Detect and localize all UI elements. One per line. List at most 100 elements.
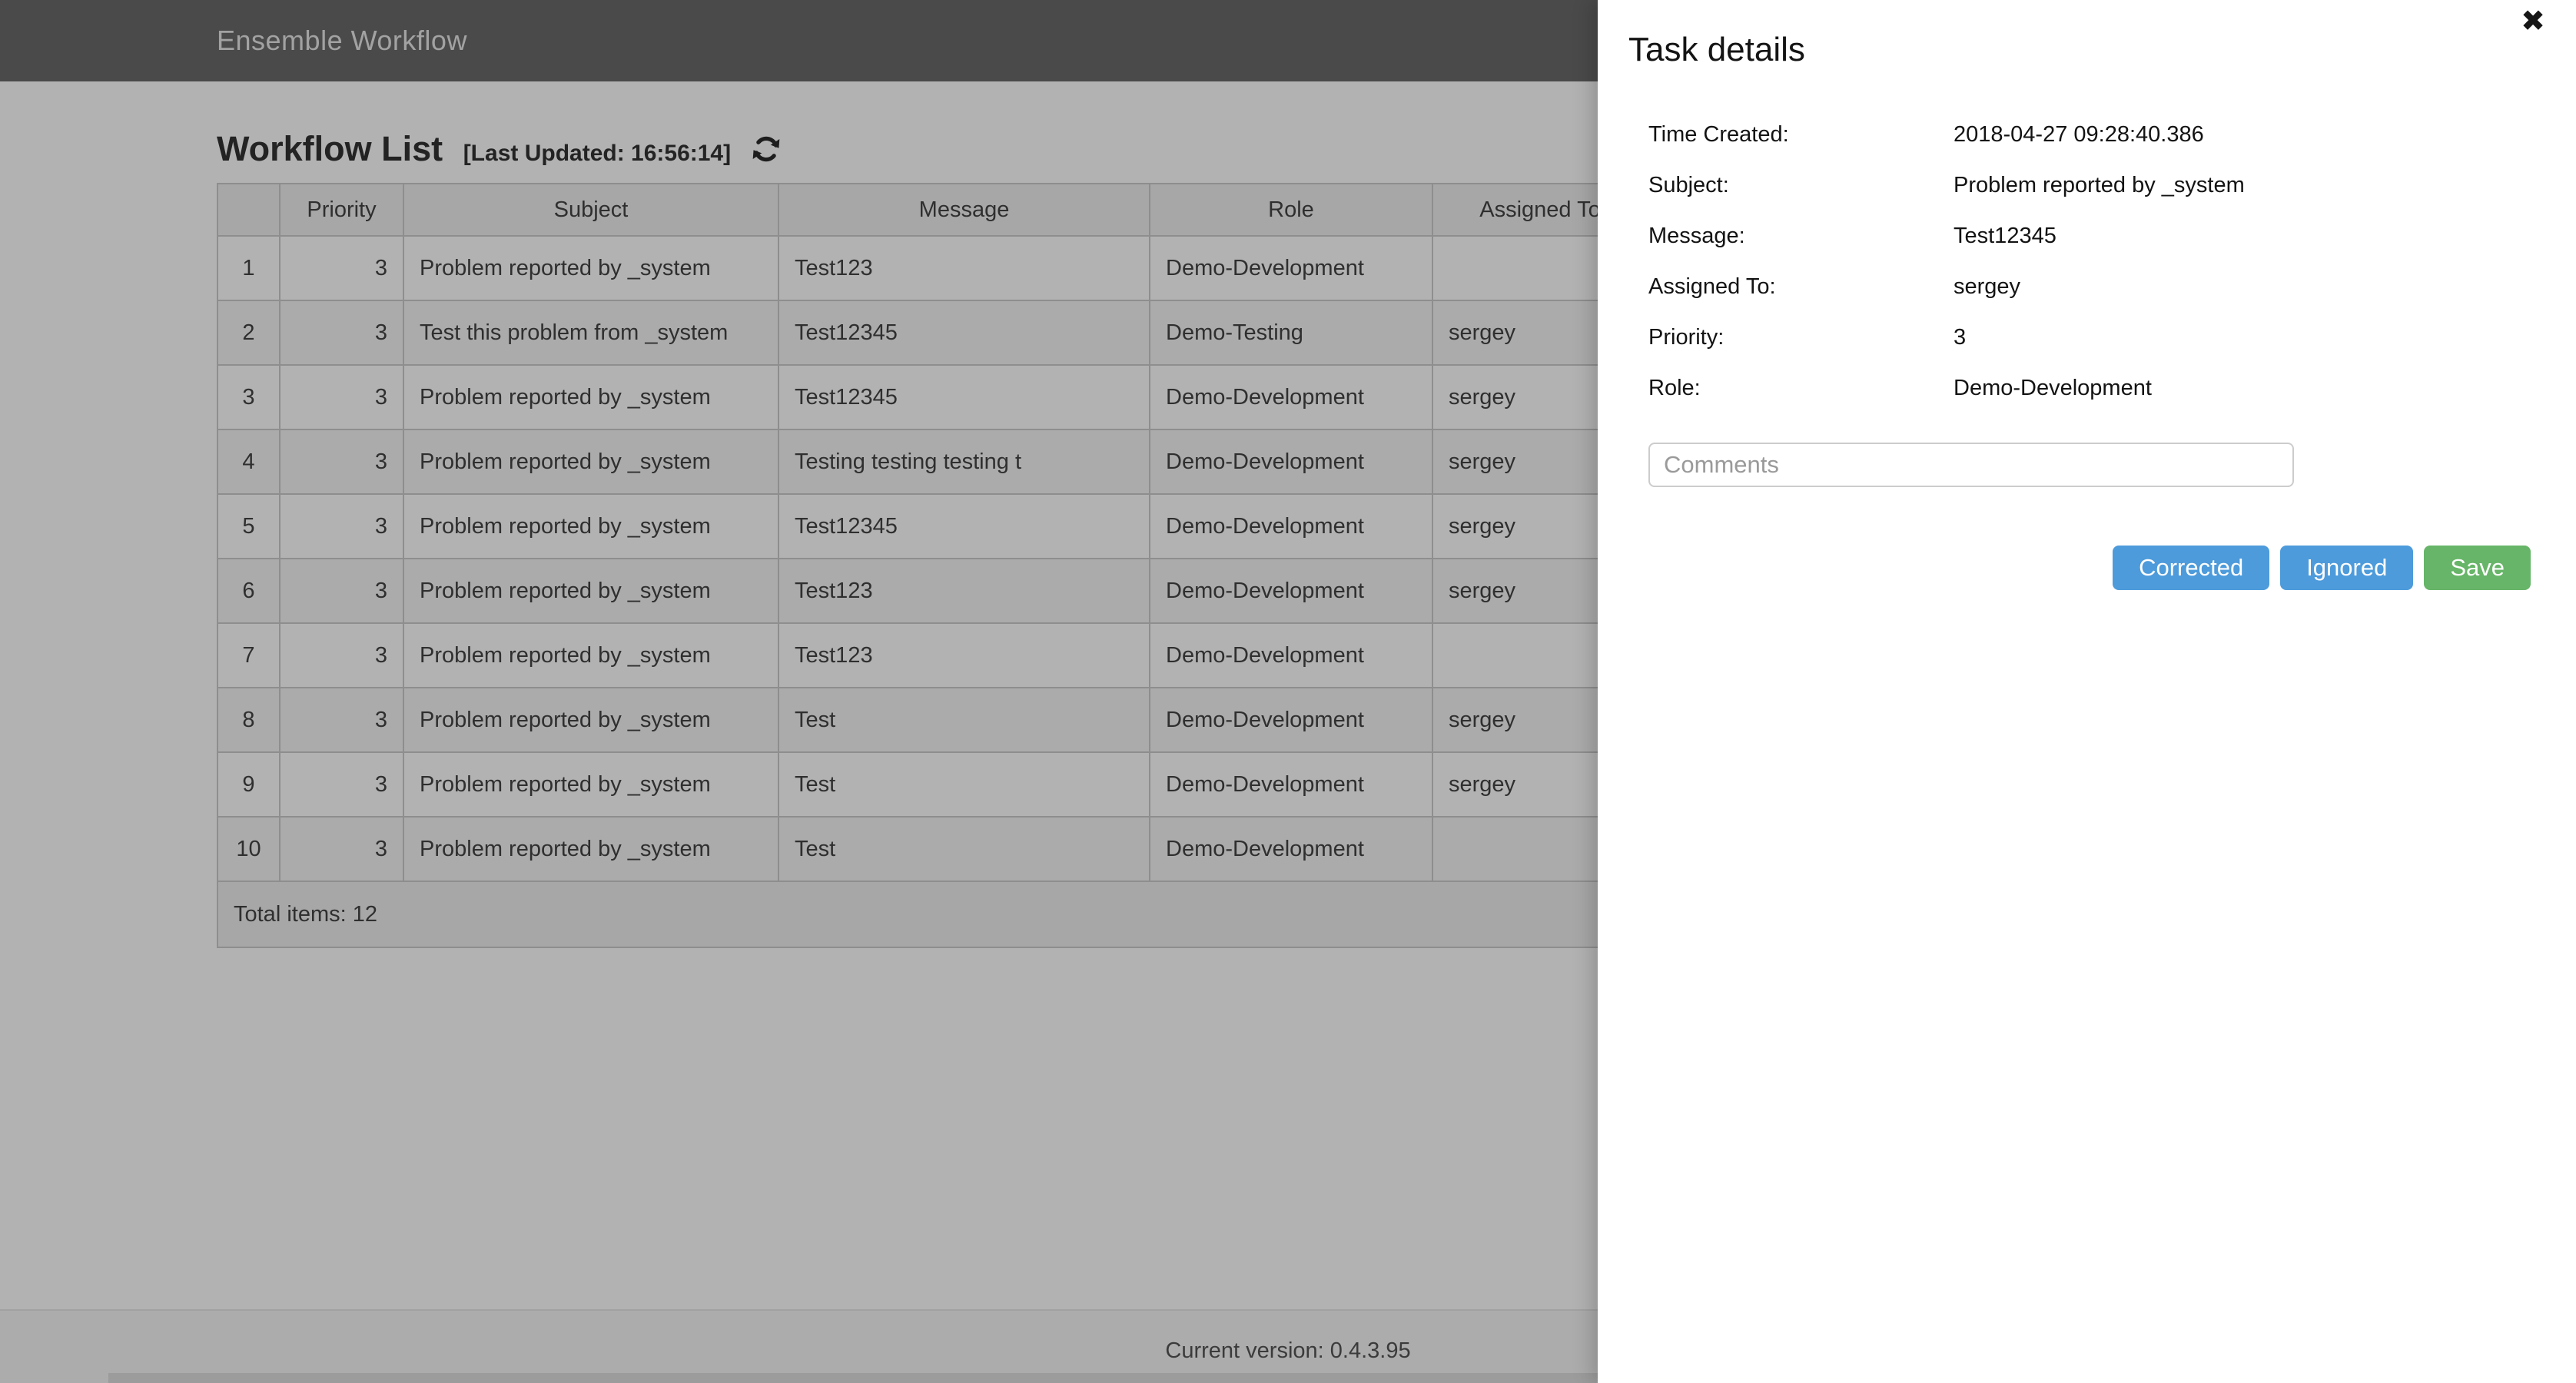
task-field-row: Priority: 3 (1648, 312, 2545, 363)
page-title: Workflow List [Last Updated: 16:56:14] (217, 129, 1648, 169)
role-cell: Demo-Development (1149, 235, 1433, 301)
message-cell: Test123 (778, 235, 1150, 301)
row-number-cell: 3 (217, 364, 281, 430)
role-cell: Demo-Development (1149, 751, 1433, 818)
role-cell: Demo-Development (1149, 687, 1433, 753)
row-number-cell: 6 (217, 558, 281, 624)
message-cell: Test123 (778, 558, 1150, 624)
row-number-cell: 8 (217, 687, 281, 753)
field-value: Demo-Development (1954, 375, 2152, 400)
table-row[interactable]: 2 3 Test this problem from _system Test1… (217, 300, 1648, 366)
field-value: Test12345 (1954, 223, 2056, 248)
field-label: Priority: (1648, 324, 1725, 350)
col-header-message: Message (778, 183, 1150, 237)
priority-cell: 3 (279, 429, 404, 495)
row-number-cell: 7 (217, 622, 281, 688)
save-button[interactable]: Save (2424, 546, 2531, 590)
message-cell: Test12345 (778, 364, 1150, 430)
message-cell: Test12345 (778, 300, 1150, 366)
comments-input[interactable] (1648, 443, 2294, 487)
role-cell: Demo-Development (1149, 622, 1433, 688)
row-number-cell: 2 (217, 300, 281, 366)
task-field-row: Role: Demo-Development (1648, 363, 2545, 413)
close-icon[interactable]: ✖ (2521, 5, 2545, 38)
subject-cell: Problem reported by _system (403, 622, 779, 688)
col-header-subject: Subject (403, 183, 779, 237)
field-label: Role: (1648, 375, 1701, 400)
row-number-cell: 10 (217, 816, 281, 882)
table-row[interactable]: 7 3 Problem reported by _system Test123 … (217, 622, 1648, 688)
priority-cell: 3 (279, 364, 404, 430)
priority-cell: 3 (279, 493, 404, 559)
message-cell: Test123 (778, 622, 1150, 688)
col-header-priority: Priority (279, 183, 404, 237)
subject-cell: Problem reported by _system (403, 364, 779, 430)
task-field-row: Subject: Problem reported by _system (1648, 160, 2545, 211)
total-items-label: Total items: 12 (217, 881, 1648, 948)
role-cell: Demo-Development (1149, 429, 1433, 495)
field-value: Problem reported by _system (1954, 172, 2245, 197)
table-row[interactable]: 10 3 Problem reported by _system Test De… (217, 816, 1648, 882)
refresh-icon[interactable] (750, 133, 782, 165)
task-field-row: Message: Test12345 (1648, 211, 2545, 261)
corrected-button[interactable]: Corrected (2113, 546, 2270, 590)
subject-cell: Test this problem from _system (403, 300, 779, 366)
priority-cell: 3 (279, 816, 404, 882)
role-cell: Demo-Development (1149, 364, 1433, 430)
field-value: 2018-04-27 09:28:40.386 (1954, 121, 2204, 147)
role-cell: Demo-Development (1149, 493, 1433, 559)
task-field-row: Time Created: 2018-04-27 09:28:40.386 (1648, 109, 2545, 160)
role-cell: Demo-Development (1149, 816, 1433, 882)
field-label: Subject: (1648, 172, 1729, 197)
table-row[interactable]: 9 3 Problem reported by _system Test Dem… (217, 751, 1648, 818)
table-row[interactable]: 5 3 Problem reported by _system Test1234… (217, 493, 1648, 559)
table-row[interactable]: 1 3 Problem reported by _system Test123 … (217, 235, 1648, 301)
field-label: Assigned To: (1648, 274, 1776, 299)
version-label: Current version: 0.4.3.95 (1165, 1338, 1411, 1363)
table-row[interactable]: 8 3 Problem reported by _system Test Dem… (217, 687, 1648, 753)
col-header-role: Role (1149, 183, 1433, 237)
ignored-button[interactable]: Ignored (2280, 546, 2414, 590)
subject-cell: Problem reported by _system (403, 816, 779, 882)
row-number-cell: 1 (217, 235, 281, 301)
subject-cell: Problem reported by _system (403, 558, 779, 624)
priority-cell: 3 (279, 751, 404, 818)
workflow-table: Priority Subject Message Role Assigned T… (217, 183, 1648, 948)
field-label: Time Created: (1648, 121, 1789, 147)
table-total-row: Total items: 12 (217, 881, 1648, 948)
col-header-index (217, 183, 281, 237)
panel-title: Task details (1628, 31, 1805, 68)
priority-cell: 3 (279, 558, 404, 624)
message-cell: Test12345 (778, 493, 1150, 559)
message-cell: Test (778, 687, 1150, 753)
subject-cell: Problem reported by _system (403, 687, 779, 753)
subject-cell: Problem reported by _system (403, 235, 779, 301)
workflow-list-title: Workflow List (217, 129, 443, 168)
bottom-edge-strip (108, 1373, 1598, 1383)
subject-cell: Problem reported by _system (403, 493, 779, 559)
field-value: 3 (1954, 324, 1967, 350)
role-cell: Demo-Testing (1149, 300, 1433, 366)
app-title: Ensemble Workflow (217, 25, 467, 56)
field-value: sergey (1954, 274, 2021, 299)
priority-cell: 3 (279, 300, 404, 366)
task-details-panel: ✖ Task details Time Created: 2018-04-27 … (1598, 0, 2576, 1383)
message-cell: Test (778, 816, 1150, 882)
subject-cell: Problem reported by _system (403, 429, 779, 495)
message-cell: Testing testing testing t (778, 429, 1150, 495)
task-field-row: Assigned To: sergey (1648, 261, 2545, 312)
message-cell: Test (778, 751, 1150, 818)
main-content: Workflow List [Last Updated: 16:56:14] P… (217, 81, 1648, 948)
row-number-cell: 9 (217, 751, 281, 818)
action-buttons: Corrected Ignored Save (1628, 546, 2531, 590)
row-number-cell: 5 (217, 493, 281, 559)
priority-cell: 3 (279, 687, 404, 753)
role-cell: Demo-Development (1149, 558, 1433, 624)
priority-cell: 3 (279, 235, 404, 301)
last-updated-label: [Last Updated: 16:56:14] (463, 141, 732, 166)
priority-cell: 3 (279, 622, 404, 688)
task-fields: Time Created: 2018-04-27 09:28:40.386 Su… (1648, 109, 2545, 413)
row-number-cell: 4 (217, 429, 281, 495)
field-label: Message: (1648, 223, 1745, 248)
subject-cell: Problem reported by _system (403, 751, 779, 818)
